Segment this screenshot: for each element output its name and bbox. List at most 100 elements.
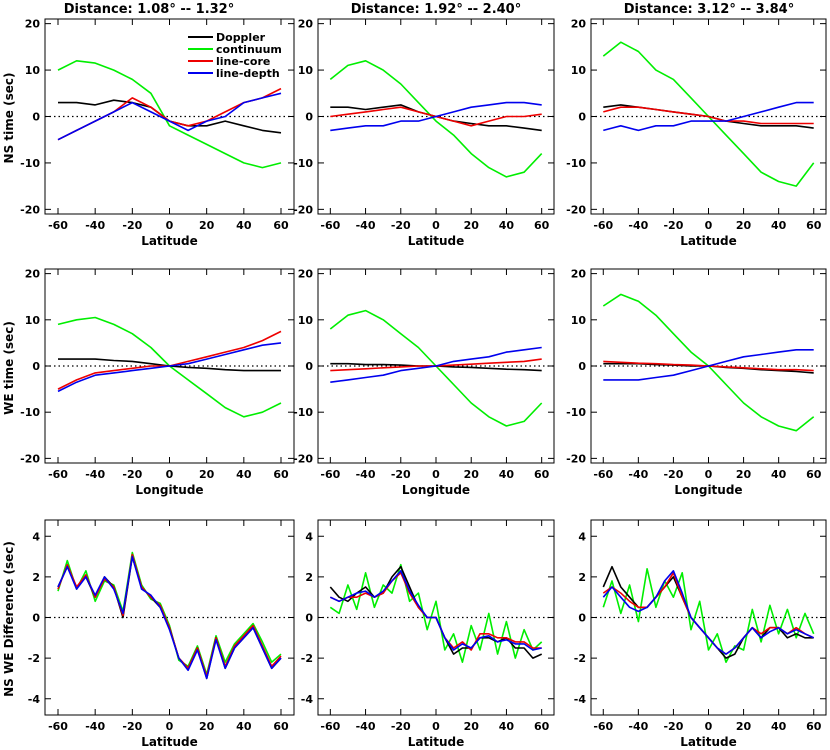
- x-tick-label: 0: [705, 219, 713, 232]
- series-line-line-depth: [330, 101, 542, 132]
- x-tick-label: 60: [806, 468, 822, 481]
- x-tick-label: -20: [663, 720, 683, 733]
- column-title-2: Distance: 1.92° -- 2.40°: [351, 2, 521, 17]
- series-group: [329, 309, 543, 427]
- y-tick-label: -20: [20, 452, 40, 465]
- y-tick-label: 0: [305, 111, 313, 124]
- panel-r1-c3: -60 -40 -20 0 20 40 60 -20 -10 0 10 20 Latitude: [566, 18, 827, 248]
- x-tick-label: 60: [273, 468, 289, 481]
- series-group: [602, 565, 815, 663]
- series-line-line-depth: [57, 555, 282, 680]
- y-tick-label: -4: [574, 693, 587, 706]
- x-tick-label: -40: [356, 219, 376, 232]
- x-tick-label: 20: [464, 219, 480, 232]
- x-tick-label: -20: [391, 468, 411, 481]
- x-tick-label: -60: [320, 720, 340, 733]
- series-group: [329, 60, 543, 178]
- y-tick-label: 2: [32, 571, 40, 584]
- x-tick-label: -40: [85, 720, 105, 733]
- x-tick-label: -60: [48, 720, 68, 733]
- legend-label-line-depth: line-depth: [216, 67, 280, 80]
- series-line-continuum: [57, 551, 282, 676]
- x-tick-label: 20: [464, 468, 480, 481]
- x-tick-label: -20: [663, 219, 683, 232]
- x-tick-label: -60: [593, 720, 613, 733]
- panel-r1-c2: -60 -40 -20 0 20 40 60 -20 -10 0 10 20 Latitude: [293, 18, 555, 248]
- x-tick-label: -60: [593, 219, 613, 232]
- y-tick-label: -4: [28, 693, 41, 706]
- row2-ylabel: WE time (sec): [2, 321, 16, 415]
- series-line-line-depth: [57, 92, 282, 141]
- x-tick-label: -20: [122, 468, 142, 481]
- series-group: [57, 316, 282, 418]
- x-tick-label: -40: [628, 720, 648, 733]
- x-tick-label: -20: [122, 219, 142, 232]
- y-tick-label: 10: [25, 314, 41, 327]
- x-tick-label: 40: [499, 219, 515, 232]
- x-tick-label: 0: [432, 468, 440, 481]
- x-tick-label: 60: [273, 720, 289, 733]
- x-tick-label: 0: [432, 219, 440, 232]
- panel-r2-c3: -60 -40 -20 0 20 40 60 -20 -10 0 10 20 Longitude: [566, 268, 827, 497]
- x-tick-label: 0: [432, 720, 440, 733]
- y-tick-label: 0: [32, 612, 40, 625]
- x-tick-label: 0: [166, 219, 174, 232]
- x-axis-label: Latitude: [141, 735, 198, 749]
- x-axis-label: Latitude: [408, 234, 465, 248]
- y-tick-label: -20: [293, 452, 313, 465]
- x-tick-label: 20: [199, 468, 215, 481]
- x-tick-label: 0: [166, 468, 174, 481]
- x-tick-label: 40: [499, 468, 515, 481]
- series-group: [329, 563, 543, 663]
- x-tick-label: 20: [736, 720, 752, 733]
- x-tick-label: 60: [534, 219, 550, 232]
- x-axis-label: Latitude: [680, 234, 737, 248]
- series-group: [602, 41, 815, 187]
- y-tick-label: -2: [574, 652, 586, 665]
- series-line-continuum: [57, 60, 282, 169]
- x-tick-label: -40: [356, 468, 376, 481]
- panel-r2-c1: -60 -40 -20 0 20 40 60 -20 -10 0 10 20 Longitude: [20, 268, 295, 497]
- series-line-line-depth: [603, 349, 814, 381]
- x-tick-label: 60: [273, 219, 289, 232]
- x-tick-label: 40: [771, 720, 787, 733]
- x-tick-label: 40: [771, 468, 787, 481]
- y-tick-label: 20: [571, 18, 587, 31]
- y-tick-label: 10: [298, 64, 314, 77]
- y-tick-label: -10: [20, 406, 40, 419]
- x-tick-label: -60: [320, 468, 340, 481]
- x-tick-label: -40: [628, 219, 648, 232]
- x-axis-label: Latitude: [141, 234, 198, 248]
- legend-label-doppler: Doppler: [216, 31, 266, 44]
- x-axis-label: Longitude: [674, 483, 742, 497]
- y-tick-label: -10: [293, 157, 313, 170]
- y-tick-label: 10: [25, 64, 41, 77]
- series-line-doppler: [329, 565, 543, 659]
- series-group: [57, 551, 282, 680]
- x-tick-label: 20: [464, 720, 480, 733]
- series-line-line-depth: [57, 342, 282, 393]
- series-line-line-core: [603, 106, 814, 125]
- x-tick-label: 60: [806, 219, 822, 232]
- x-tick-label: -20: [391, 720, 411, 733]
- x-tick-label: 40: [236, 468, 252, 481]
- y-tick-label: -20: [566, 203, 586, 216]
- y-tick-label: 4: [32, 530, 40, 543]
- series-line-line-depth: [603, 101, 814, 132]
- column-title-3: Distance: 3.12° -- 3.84°: [624, 2, 794, 17]
- y-tick-label: -2: [301, 652, 313, 665]
- y-tick-label: -2: [28, 652, 40, 665]
- y-tick-label: 0: [578, 111, 586, 124]
- series-line-line-depth: [329, 570, 542, 651]
- x-tick-label: 40: [236, 219, 252, 232]
- x-tick-label: 60: [534, 720, 550, 733]
- series-line-continuum: [602, 41, 815, 187]
- y-tick-label: 0: [32, 360, 40, 373]
- y-tick-label: -10: [293, 406, 313, 419]
- series-line-line-core: [57, 330, 282, 390]
- series-line-doppler: [602, 565, 814, 659]
- series-group: [602, 293, 815, 432]
- y-tick-label: 0: [578, 360, 586, 373]
